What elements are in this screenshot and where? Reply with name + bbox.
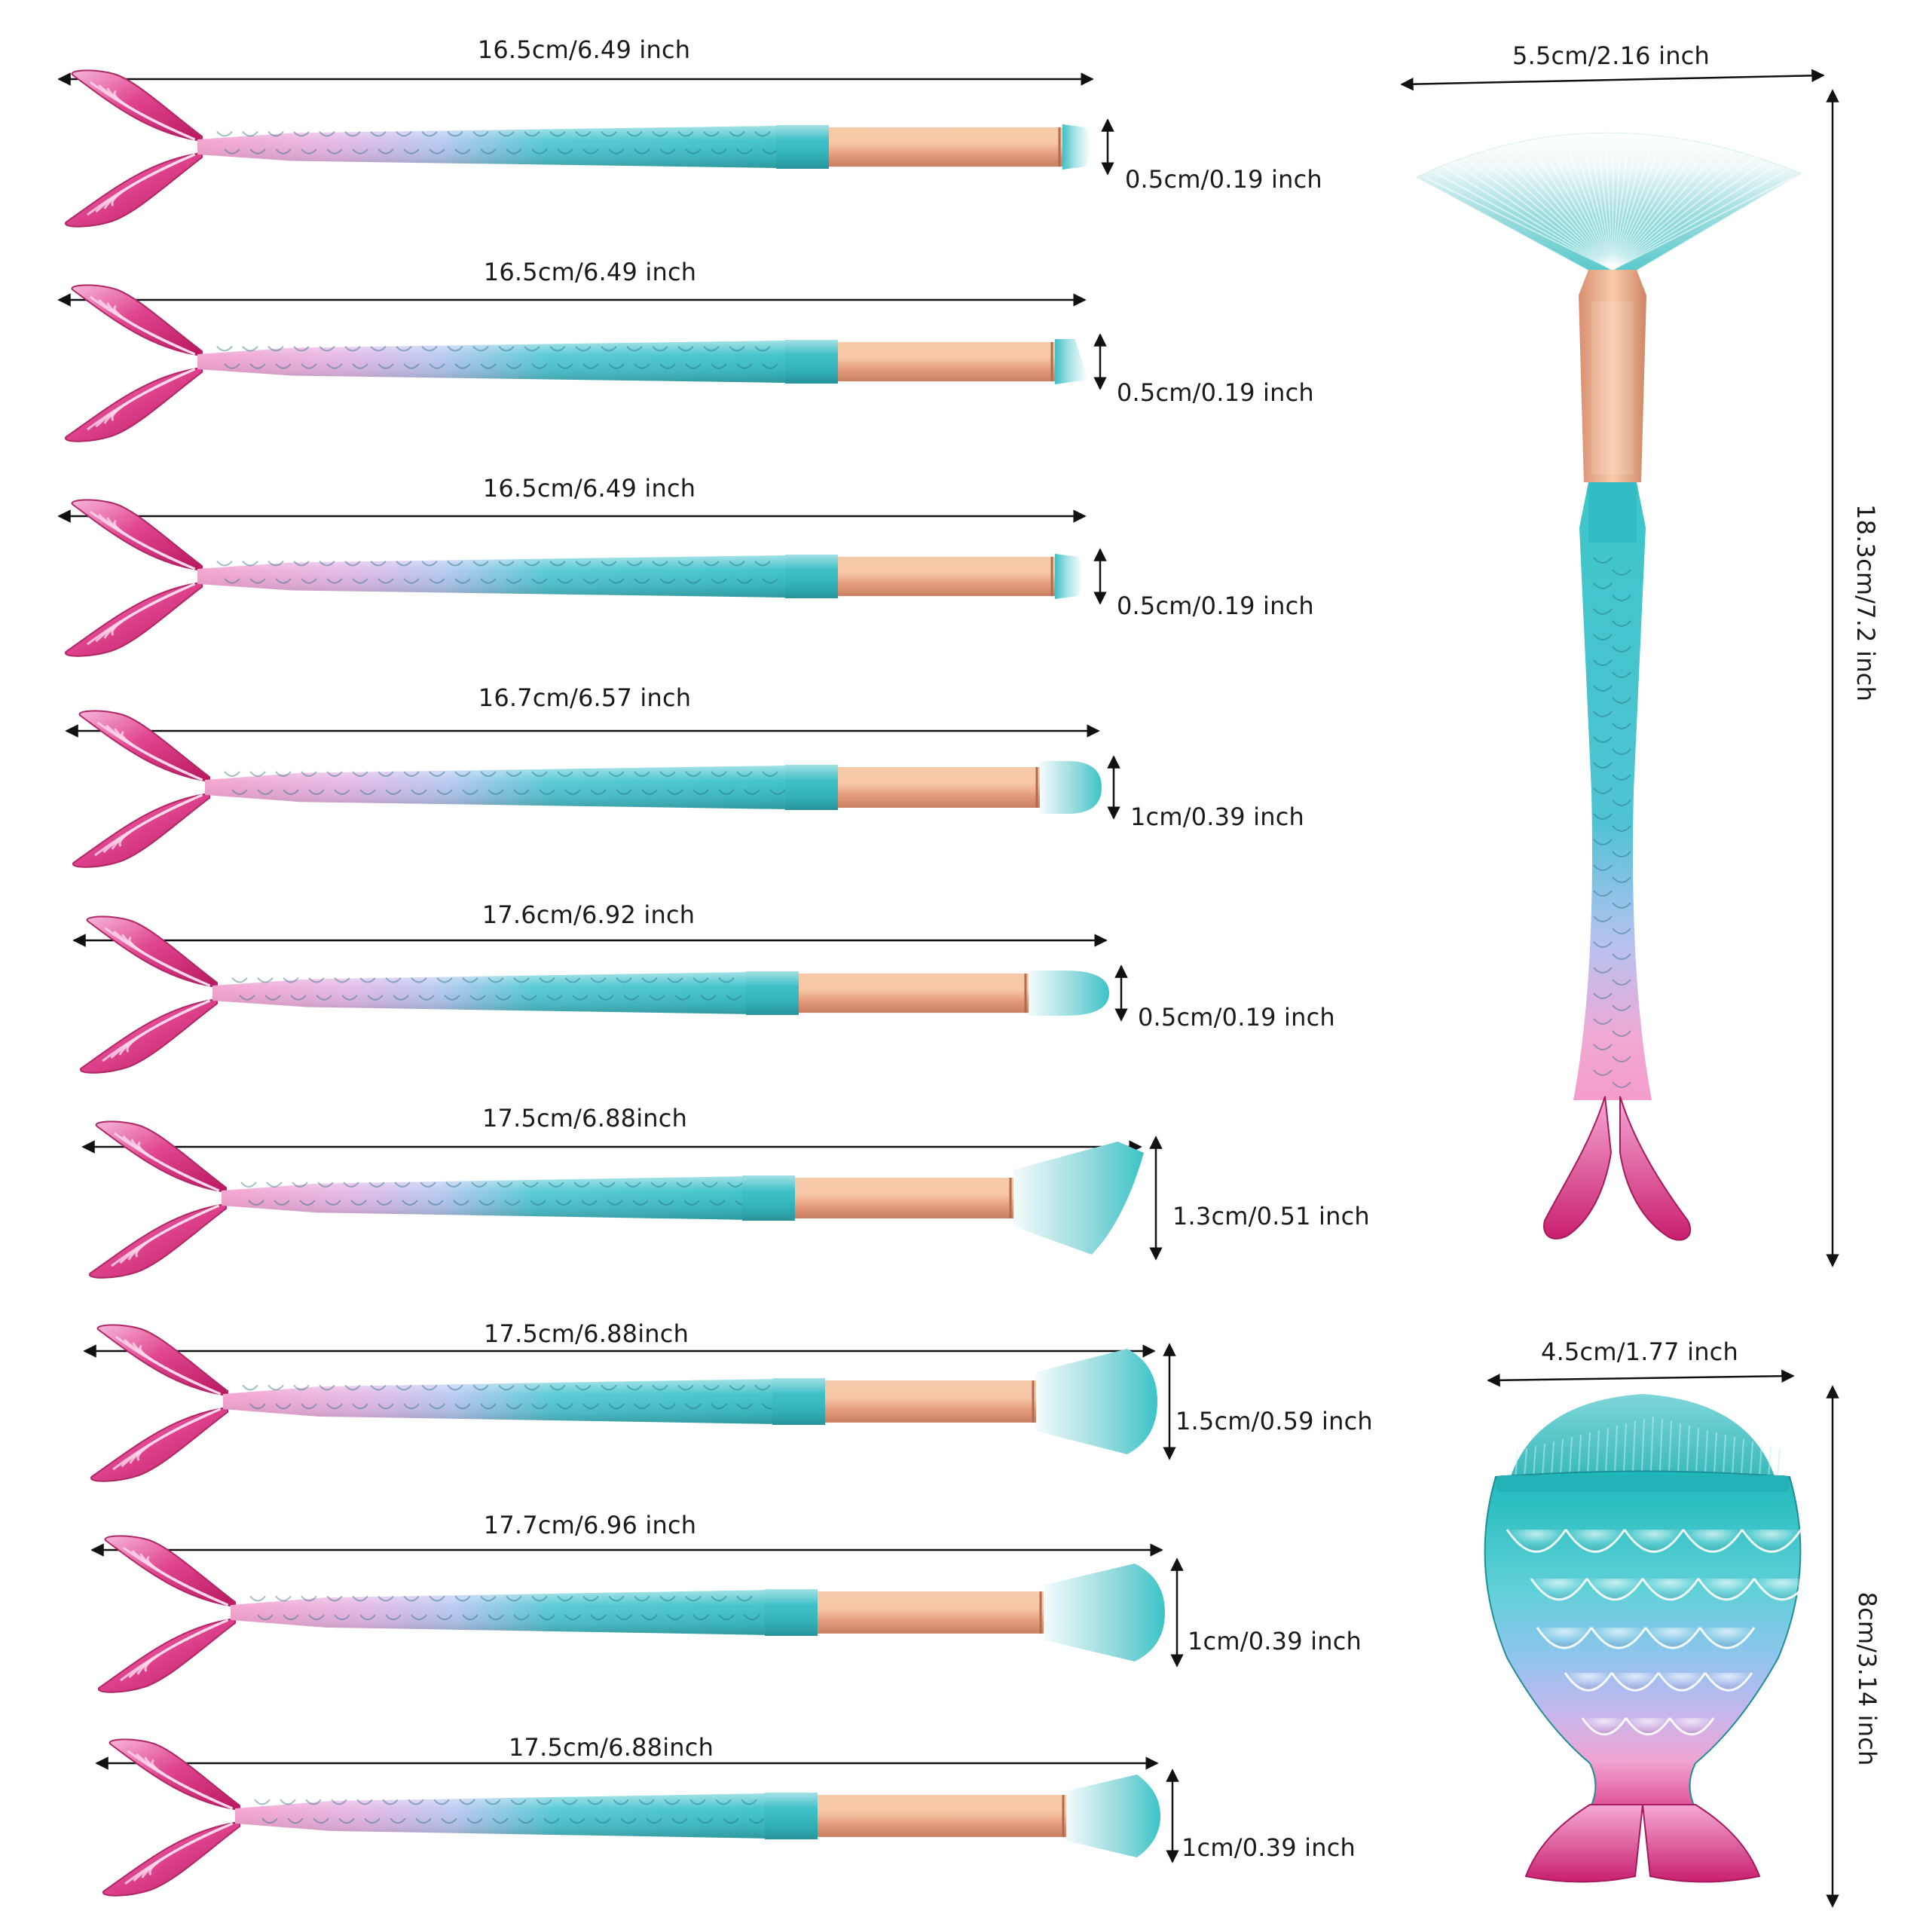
- ferrule-5: [799, 973, 1029, 1013]
- handle-2: [197, 340, 838, 384]
- brush-6-length-label: 17.5cm/6.88inch: [481, 1104, 688, 1133]
- brush-head-6: [1013, 1142, 1144, 1255]
- brush-head-8: [1044, 1564, 1165, 1661]
- brush-rows: [57, 69, 1184, 1897]
- brush-9: [95, 1738, 1179, 1897]
- brush-3-head-label: 0.5cm/0.19 inch: [1117, 592, 1314, 620]
- brush-8: [90, 1535, 1184, 1693]
- handle-5: [212, 971, 799, 1015]
- brush-head-2: [1055, 339, 1088, 384]
- brush-4: [65, 710, 1120, 868]
- fish-brush: [1484, 1369, 1839, 1908]
- brush-9-head-label: 1cm/0.39 inch: [1182, 1833, 1356, 1862]
- handle-6: [222, 1175, 795, 1221]
- brush-5: [72, 916, 1128, 1074]
- brush-8-length-label: 17.7cm/6.96 inch: [483, 1511, 697, 1539]
- brush-4-length-label: 16.7cm/6.57 inch: [478, 683, 692, 712]
- brush-5-length-label: 17.6cm/6.92 inch: [481, 900, 695, 929]
- handle-8: [231, 1589, 818, 1636]
- brush-head-4: [1040, 761, 1102, 814]
- fan-ferrule: [1579, 270, 1646, 482]
- brush-3-length-label: 16.5cm/6.49 inch: [482, 474, 696, 503]
- fan-tail: [1543, 1096, 1692, 1241]
- mermaid-tail-3: [65, 499, 203, 657]
- ferrule-6: [795, 1178, 1013, 1218]
- brush-1-head-label: 0.5cm/0.19 inch: [1125, 165, 1322, 194]
- brush-2: [57, 284, 1107, 442]
- brush-1: [57, 69, 1114, 228]
- fan-bristles: [1415, 111, 1802, 272]
- brush-head-3: [1055, 554, 1084, 599]
- mermaid-tail-9: [102, 1738, 240, 1897]
- ferrule-8: [818, 1591, 1044, 1634]
- handle-7: [223, 1378, 825, 1425]
- brush-head-5: [1029, 971, 1109, 1016]
- fan-brush: [1400, 69, 1839, 1267]
- fan-handle: [1573, 482, 1652, 1100]
- brush-2-length-label: 16.5cm/6.49 inch: [483, 258, 697, 286]
- brush-7: [83, 1324, 1176, 1482]
- brush-1-length-label: 16.5cm/6.49 inch: [477, 35, 691, 64]
- brush-9-length-label: 17.5cm/6.88inch: [508, 1733, 714, 1762]
- brush-head-9: [1066, 1775, 1160, 1857]
- brush-7-head-label: 1.5cm/0.59 inch: [1175, 1407, 1373, 1435]
- mermaid-tail-8: [98, 1535, 236, 1693]
- ferrule-1: [829, 127, 1062, 167]
- ferrule-9: [818, 1795, 1066, 1837]
- fan-brush-height-label: 18.3cm/7.2 inch: [1851, 504, 1880, 702]
- brush-head-7: [1036, 1349, 1157, 1454]
- fan-width-arrow: [1400, 69, 1825, 91]
- ferrule-4: [838, 767, 1040, 808]
- brush-6: [81, 1120, 1163, 1279]
- fish-brush-height-label: 8cm/3.14 inch: [1853, 1591, 1882, 1766]
- fish-tail: [1524, 1804, 1761, 1883]
- mermaid-tail-4: [72, 710, 210, 868]
- brush-2-head-label: 0.5cm/0.19 inch: [1117, 378, 1314, 407]
- brush-3: [57, 499, 1107, 657]
- ferrule-2: [838, 341, 1055, 382]
- handle-1: [197, 125, 829, 169]
- handle-4: [205, 765, 838, 810]
- mermaid-tail-2: [65, 284, 203, 442]
- handle-3: [197, 555, 838, 598]
- ferrule-3: [838, 556, 1055, 597]
- handle-9: [235, 1793, 818, 1839]
- brush-5-head-label: 0.5cm/0.19 inch: [1138, 1003, 1335, 1032]
- fish-body: [1484, 1470, 1811, 1809]
- fish-brush-width-label: 4.5cm/1.77 inch: [1541, 1337, 1738, 1366]
- brush-6-head-label: 1.3cm/0.51 inch: [1172, 1202, 1370, 1230]
- brush-4-head-label: 1cm/0.39 inch: [1130, 802, 1304, 831]
- mermaid-tail-6: [89, 1120, 227, 1279]
- fish-width-arrow: [1487, 1369, 1795, 1387]
- mermaid-tail-7: [90, 1324, 228, 1482]
- ferrule-7: [825, 1380, 1036, 1423]
- brush-head-1: [1062, 124, 1091, 170]
- mermaid-tail-5: [80, 916, 218, 1074]
- brush-7-length-label: 17.5cm/6.88inch: [483, 1319, 689, 1348]
- brush-8-head-label: 1cm/0.39 inch: [1188, 1627, 1362, 1655]
- mermaid-tail-1: [65, 69, 203, 228]
- fan-brush-width-label: 5.5cm/2.16 inch: [1512, 41, 1710, 70]
